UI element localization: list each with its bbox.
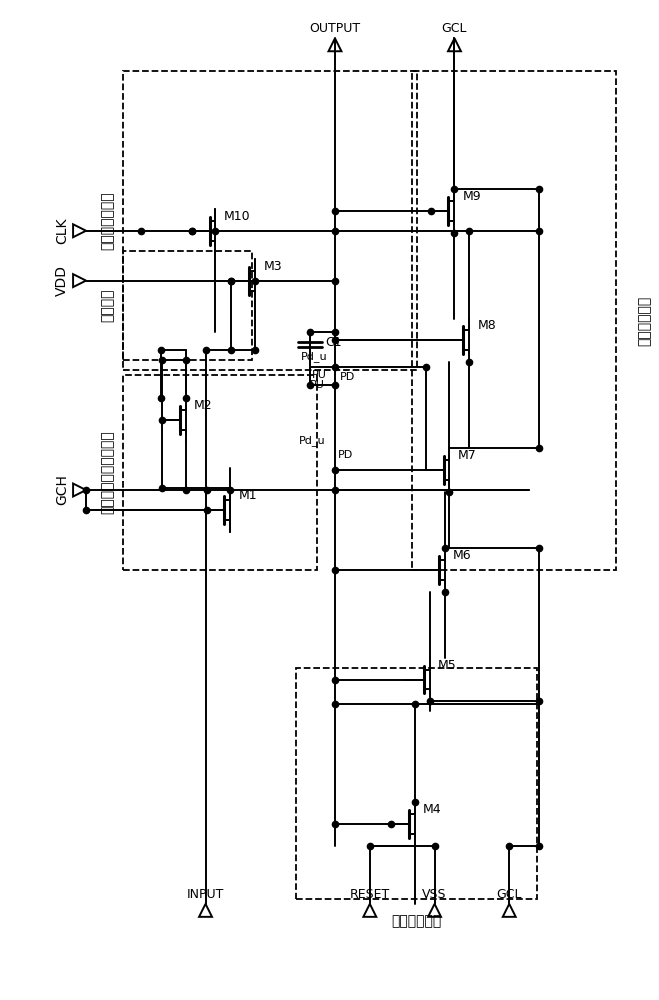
Text: Pd_u: Pd_u xyxy=(299,435,325,446)
Text: OUTPUT: OUTPUT xyxy=(310,22,360,35)
Text: M2: M2 xyxy=(194,399,212,412)
Text: PD: PD xyxy=(340,372,355,382)
Bar xyxy=(296,668,537,899)
Text: M8: M8 xyxy=(477,319,496,332)
Bar xyxy=(412,71,616,570)
Text: VDD: VDD xyxy=(55,265,69,296)
Bar xyxy=(123,375,317,570)
Text: Pd_u: Pd_u xyxy=(301,351,327,362)
Text: GCH: GCH xyxy=(55,475,69,505)
Text: CLK: CLK xyxy=(55,218,69,244)
Text: 输入模块: 输入模块 xyxy=(101,289,115,322)
Text: C1: C1 xyxy=(325,336,341,349)
Text: M9: M9 xyxy=(463,190,481,203)
Text: 下拉节点电位生成模块: 下拉节点电位生成模块 xyxy=(101,430,115,514)
Text: 第一复位模块: 第一复位模块 xyxy=(391,914,442,928)
Text: M7: M7 xyxy=(457,449,476,462)
Text: 储能与输出模块: 储能与输出模块 xyxy=(101,191,115,250)
Text: VSS: VSS xyxy=(422,888,447,901)
Text: INPUT: INPUT xyxy=(187,888,224,901)
Text: RESET: RESET xyxy=(350,888,390,901)
Text: M10: M10 xyxy=(223,210,250,223)
Text: PU: PU xyxy=(310,380,325,390)
Text: PU: PU xyxy=(312,370,327,380)
Text: M5: M5 xyxy=(438,659,456,672)
Text: 第二复位模块: 第二复位模块 xyxy=(638,295,652,346)
Text: M6: M6 xyxy=(453,549,471,562)
Text: M4: M4 xyxy=(422,803,442,816)
Text: PD: PD xyxy=(338,450,353,460)
Text: M1: M1 xyxy=(239,489,257,502)
Bar xyxy=(123,251,252,360)
Text: GCL: GCL xyxy=(442,22,467,35)
Bar xyxy=(123,71,416,370)
Text: M3: M3 xyxy=(264,260,282,273)
Text: GCL: GCL xyxy=(496,888,522,901)
